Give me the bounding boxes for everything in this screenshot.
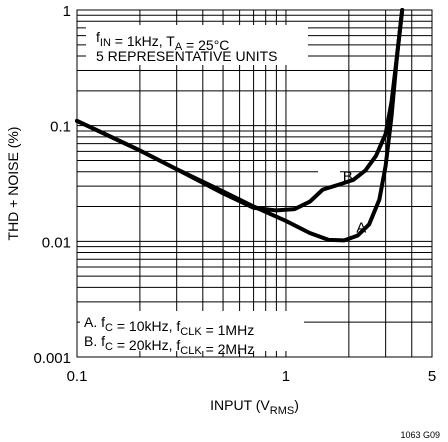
y-tick-label: 0.1 xyxy=(50,119,71,136)
figure-id: 1063 G09 xyxy=(400,430,440,440)
conditions-line2: 5 REPRESENTATIVE UNITS xyxy=(96,48,278,64)
legend-mask xyxy=(80,311,304,351)
conditions-mask xyxy=(86,25,308,65)
plot-frame xyxy=(76,9,433,358)
y-axis-label: THD + NOISE (%) xyxy=(5,127,21,241)
x-tick-label: 0.1 xyxy=(67,368,88,385)
series-label-a: A xyxy=(356,219,366,236)
series-b-line xyxy=(75,8,405,213)
x-axis-label: INPUT (VRMS) xyxy=(210,397,299,417)
annotation-masks xyxy=(80,25,347,351)
series-label-b: B xyxy=(343,169,353,186)
y-tick-label: 0.001 xyxy=(33,350,71,367)
data-series xyxy=(75,8,405,243)
label-a-mask xyxy=(325,218,347,238)
legend-b: B. fC = 20kHz, fCLK = 2MHz xyxy=(84,333,254,357)
y-tick-label: 1 xyxy=(63,3,71,20)
x-tick-label: 1 xyxy=(282,368,290,385)
conditions-line1: fIN = 1kHz, TA = 25°C xyxy=(96,29,229,53)
label-b-mask xyxy=(318,164,340,183)
x-tick-label: 5 xyxy=(428,368,436,385)
legend-a: A. fC = 10kHz, fCLK = 1MHz xyxy=(84,314,254,338)
y-tick-label: 0.01 xyxy=(42,234,71,251)
